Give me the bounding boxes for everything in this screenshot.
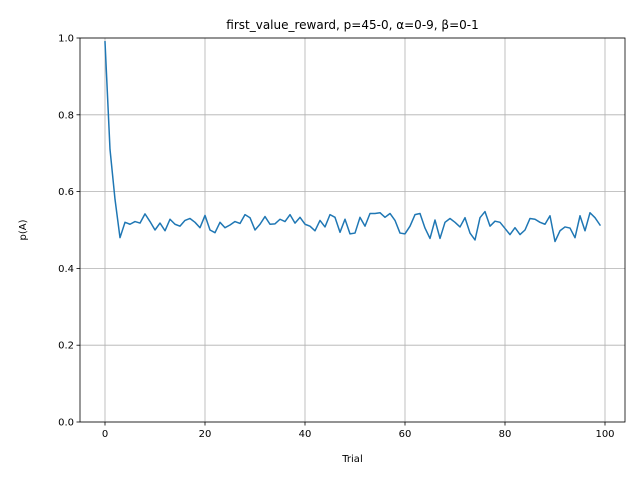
axes-frame [79,37,626,423]
y-tick-label: 0.6 [58,187,74,198]
y-tick-label: 0.0 [58,418,74,429]
y-tick-label: 0.2 [58,341,74,352]
x-tick-label: 20 [199,429,212,440]
plot-area [80,38,625,422]
x-tick-label: 60 [399,429,412,440]
chart-title: first_value_reward, p=45-0, α=0-9, β=0-1 [226,18,478,32]
y-axis-label: p(A) [18,219,29,240]
x-axis-label: Trial [341,454,362,465]
y-tick-label: 1.0 [58,34,74,45]
x-axis-ticks: 0 20 40 60 80 100 [102,422,615,440]
x-tick-label: 0 [102,429,108,440]
x-tick-label: 40 [299,429,312,440]
x-tick-label: 80 [499,429,512,440]
y-tick-label: 0.8 [58,110,74,121]
series-line [104,41,602,243]
series-layer [104,41,602,243]
y-axis-ticks: 0.0 0.2 0.4 0.6 0.8 1.0 [58,34,80,429]
y-tick-label: 0.4 [58,264,74,275]
x-tick-label: 100 [595,429,614,440]
grid-lines [80,37,625,423]
